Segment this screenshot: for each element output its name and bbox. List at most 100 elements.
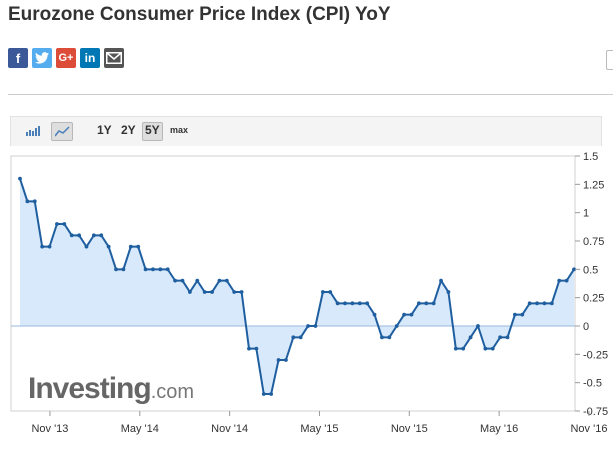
data-point — [210, 290, 214, 294]
data-point — [520, 312, 525, 317]
data-point — [557, 278, 562, 283]
chart-toolbar: 1Y 2Y 5Y max — [10, 116, 602, 146]
investing-watermark: Investing.com — [28, 372, 194, 406]
data-point — [180, 278, 185, 283]
facebook-share-button[interactable]: f — [8, 48, 28, 68]
data-point — [232, 290, 237, 294]
data-point — [409, 312, 414, 317]
email-share-button[interactable] — [104, 48, 124, 68]
data-point — [55, 222, 59, 226]
range-2y-button[interactable]: 2Y — [121, 123, 136, 137]
y-tick-label: 1 — [583, 208, 589, 220]
x-tick-label: Nov '16 — [570, 423, 607, 435]
data-point — [313, 324, 318, 328]
facebook-icon: f — [15, 50, 21, 66]
divider — [8, 94, 613, 95]
range-1y-button[interactable]: 1Y — [97, 123, 112, 137]
linkedin-share-button[interactable]: in — [80, 48, 100, 68]
y-tick-label: -0.75 — [583, 406, 608, 418]
data-point — [99, 233, 104, 238]
data-point — [483, 346, 488, 351]
x-tick-label: Nov '15 — [391, 423, 428, 435]
data-point — [25, 199, 30, 204]
data-point — [549, 301, 554, 306]
google-plus-share-button[interactable]: G+ — [56, 48, 76, 68]
data-point — [476, 324, 480, 328]
data-point — [239, 290, 244, 294]
data-point — [291, 335, 296, 340]
x-tick-label: Nov '13 — [31, 423, 68, 435]
data-point — [136, 244, 141, 249]
x-tick-label: May '14 — [121, 423, 159, 435]
y-tick-label: 0.75 — [583, 236, 604, 248]
watermark-suffix: .com — [150, 381, 195, 403]
data-point — [394, 324, 399, 328]
data-point — [121, 267, 126, 272]
email-icon — [106, 52, 122, 64]
line-chart-icon — [54, 126, 70, 137]
data-point — [40, 244, 45, 249]
data-point — [276, 358, 281, 362]
y-tick-label: 0 — [583, 321, 589, 333]
data-point — [335, 301, 340, 306]
data-point — [416, 301, 421, 306]
data-point — [284, 358, 288, 362]
range-5y-button[interactable]: 5Y — [142, 122, 163, 141]
data-point — [468, 335, 473, 340]
data-point — [505, 335, 510, 340]
data-point — [387, 335, 392, 340]
data-point — [564, 278, 569, 283]
x-tick-label: May '15 — [300, 423, 338, 435]
data-point — [202, 290, 207, 294]
y-tick-label: 0.5 — [583, 264, 598, 276]
data-point — [306, 324, 310, 328]
side-panel-toggle[interactable] — [606, 50, 613, 70]
data-point — [224, 278, 229, 283]
data-point — [106, 244, 111, 249]
data-point — [298, 335, 303, 340]
data-point — [187, 290, 192, 294]
data-point — [217, 278, 222, 283]
data-point — [498, 335, 503, 340]
data-point — [158, 267, 163, 272]
data-point — [18, 176, 22, 181]
y-tick-label: -0.25 — [583, 349, 608, 361]
data-point — [372, 312, 377, 317]
y-tick-label: 1.5 — [583, 151, 598, 163]
data-point — [247, 346, 251, 351]
data-point — [62, 222, 67, 226]
data-point — [151, 267, 155, 272]
data-point — [343, 301, 347, 306]
range-max-button[interactable]: max — [170, 125, 189, 135]
data-point — [446, 290, 451, 294]
bar-chart-icon — [26, 125, 40, 136]
y-tick-label: 1.25 — [583, 179, 604, 191]
data-point — [173, 278, 178, 283]
bar-chart-button[interactable] — [23, 122, 43, 139]
data-point — [114, 267, 118, 272]
y-tick-label: 0.25 — [583, 293, 604, 305]
data-point — [269, 392, 274, 396]
watermark-brand: Investing — [28, 372, 152, 405]
line-chart-button[interactable] — [51, 122, 73, 141]
data-point — [195, 278, 200, 283]
data-point — [490, 346, 495, 351]
twitter-icon — [35, 52, 49, 64]
data-point — [77, 233, 81, 238]
data-point — [143, 267, 148, 272]
data-point — [84, 244, 89, 249]
data-point — [431, 301, 436, 306]
data-point — [513, 312, 517, 317]
data-point — [424, 301, 429, 306]
data-point — [357, 301, 362, 306]
data-point — [69, 233, 74, 238]
data-point — [439, 278, 443, 283]
data-point — [261, 392, 266, 396]
data-point — [535, 301, 539, 306]
twitter-share-button[interactable] — [32, 48, 52, 68]
page-title: Eurozone Consumer Price Index (CPI) YoY — [8, 4, 391, 25]
data-point — [461, 346, 466, 351]
data-point — [572, 267, 576, 272]
data-point — [128, 244, 133, 249]
